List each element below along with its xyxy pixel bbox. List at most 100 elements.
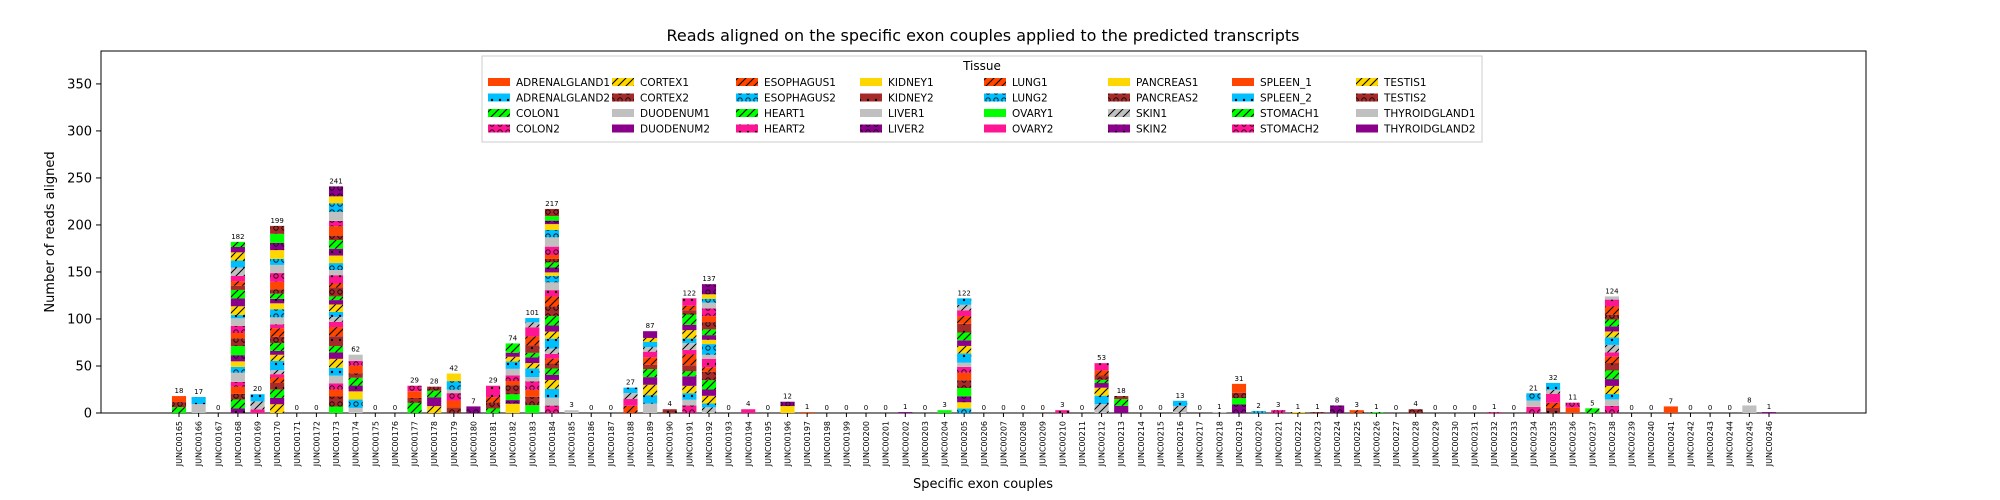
x-tick-label: JUNC00227 bbox=[1392, 421, 1401, 467]
bar-value-label: 13 bbox=[1176, 392, 1185, 400]
bar-segment bbox=[1231, 392, 1247, 399]
y-axis-label: Number of reads aligned bbox=[43, 151, 58, 312]
bar-segment bbox=[230, 281, 245, 286]
bar-segment bbox=[1565, 407, 1580, 413]
bar-segment bbox=[623, 387, 638, 394]
bar-segment bbox=[544, 405, 560, 413]
legend-label: PANCREAS2 bbox=[1136, 93, 1199, 105]
x-tick-label: JUNC00213 bbox=[1117, 421, 1126, 467]
bar-segment bbox=[230, 247, 245, 253]
bar-value-label: 3 bbox=[1355, 401, 1359, 409]
bar-value-label: 3 bbox=[942, 401, 946, 409]
bar-segment bbox=[957, 402, 972, 409]
x-tick-label: JUNC00194 bbox=[744, 421, 753, 467]
legend-swatch bbox=[736, 78, 758, 86]
bar-value-label: 20 bbox=[253, 385, 262, 393]
bar-segment bbox=[328, 336, 344, 347]
bar-segment bbox=[427, 406, 442, 413]
bar-value-label: 1 bbox=[1767, 403, 1771, 411]
bar-value-label: 0 bbox=[883, 404, 887, 412]
bar-segment bbox=[957, 353, 972, 363]
bar-segment bbox=[1604, 379, 1620, 386]
bar-segment bbox=[328, 235, 344, 241]
bar-segment bbox=[230, 267, 245, 277]
bar-segment bbox=[682, 314, 697, 325]
legend-swatch bbox=[1356, 78, 1378, 86]
x-tick-label: JUNC00197 bbox=[803, 421, 812, 467]
bar-segment bbox=[957, 323, 972, 333]
x-tick-label: JUNC00229 bbox=[1431, 421, 1440, 467]
bar-segment bbox=[427, 386, 442, 391]
bar-segment bbox=[348, 377, 363, 386]
bar-segment bbox=[230, 285, 245, 290]
x-tick-label: JUNC00212 bbox=[1098, 421, 1107, 467]
bar-segment bbox=[427, 390, 442, 398]
legend-label: KIDNEY1 bbox=[888, 77, 934, 89]
bar-segment bbox=[1604, 356, 1620, 364]
y-tick-label: 350 bbox=[67, 77, 92, 92]
bar-segment bbox=[270, 350, 285, 355]
bar-value-label: 1 bbox=[805, 403, 809, 411]
bar-segment bbox=[1290, 412, 1305, 413]
bar-segment bbox=[505, 394, 520, 401]
bar-value-label: 3 bbox=[1276, 401, 1280, 409]
legend-swatch bbox=[1356, 93, 1378, 102]
bar-segment bbox=[1565, 402, 1580, 408]
bar-segment bbox=[270, 264, 285, 274]
bar-value-label: 101 bbox=[526, 309, 539, 317]
x-tick-label: JUNC00171 bbox=[293, 421, 302, 467]
bar-segment bbox=[270, 370, 285, 375]
legend-label: TESTIS2 bbox=[1383, 93, 1427, 105]
bar-segment bbox=[328, 367, 344, 376]
bar-segment bbox=[230, 408, 245, 413]
bar-value-label: 0 bbox=[1080, 404, 1084, 412]
bar-segment bbox=[701, 339, 717, 345]
bar-segment bbox=[544, 208, 560, 217]
bar-value-label: 0 bbox=[1394, 404, 1398, 412]
legend-label: LIVER1 bbox=[888, 108, 925, 120]
bar-value-label: 18 bbox=[1117, 387, 1126, 395]
x-tick-label: JUNC00243 bbox=[1706, 421, 1715, 467]
x-tick-label: JUNC00239 bbox=[1628, 421, 1637, 467]
bar-segment bbox=[270, 382, 285, 390]
bar-value-label: 12 bbox=[783, 393, 792, 401]
x-tick-label: JUNC00183 bbox=[528, 421, 537, 467]
y-tick-label: 150 bbox=[67, 265, 92, 280]
bar-segment bbox=[270, 309, 285, 318]
bar-segment bbox=[328, 300, 344, 305]
bar-segment bbox=[328, 186, 344, 197]
y-tick-label: 50 bbox=[75, 359, 92, 374]
bar-segment bbox=[1526, 400, 1541, 407]
x-tick-label: JUNC00246 bbox=[1765, 421, 1774, 467]
bar-value-label: 0 bbox=[1629, 404, 1633, 412]
bar-segment bbox=[191, 404, 206, 413]
x-tick-label: JUNC00203 bbox=[921, 421, 930, 467]
bar-value-label: 137 bbox=[702, 275, 715, 283]
bar-segment bbox=[1604, 337, 1620, 345]
x-tick-label: JUNC00202 bbox=[901, 421, 910, 467]
bar-value-label: 7 bbox=[1669, 397, 1673, 405]
bar-segment bbox=[328, 196, 344, 204]
bar-segment bbox=[407, 397, 422, 403]
legend-swatch bbox=[1232, 124, 1254, 133]
x-tick-label: JUNC00186 bbox=[587, 421, 596, 467]
legend-swatch bbox=[984, 78, 1006, 86]
x-tick-label: JUNC00225 bbox=[1353, 421, 1362, 467]
bar-segment bbox=[643, 395, 658, 404]
bar-segment bbox=[328, 311, 344, 317]
bar-segment bbox=[544, 397, 560, 406]
bar-segment bbox=[544, 325, 560, 332]
bar-segment bbox=[682, 371, 697, 377]
x-tick-label: JUNC00223 bbox=[1314, 421, 1323, 467]
bar-value-label: 0 bbox=[825, 404, 829, 412]
legend-frame bbox=[481, 55, 1483, 143]
bar-segment bbox=[1173, 405, 1188, 413]
bar-segment bbox=[1604, 352, 1620, 357]
bar-value-label: 8 bbox=[1747, 396, 1751, 404]
bar-value-label: 11 bbox=[1568, 394, 1577, 402]
x-tick-label: JUNC00167 bbox=[214, 421, 223, 467]
bar-segment bbox=[701, 284, 717, 295]
bar-value-label: 1 bbox=[1315, 403, 1319, 411]
bar-segment bbox=[1251, 411, 1266, 413]
